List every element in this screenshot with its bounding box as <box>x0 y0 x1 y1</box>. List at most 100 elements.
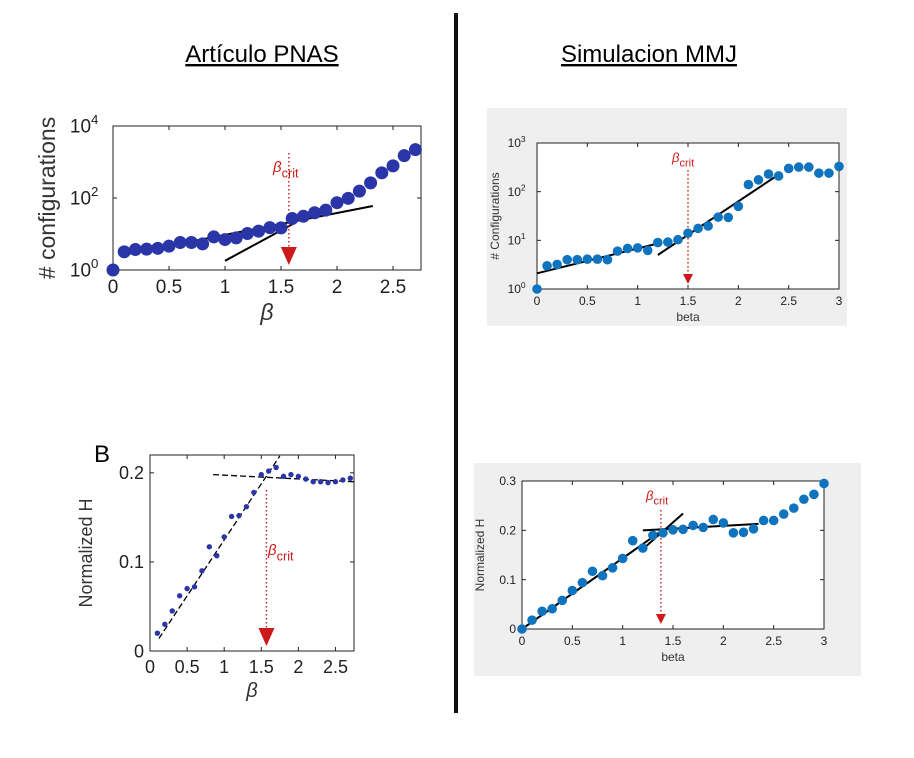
mmj-configs-point <box>552 259 562 270</box>
mmj-entropy-y-tick-label: 0.3 <box>499 474 516 488</box>
pnas-configs-point <box>408 143 422 157</box>
mmj-entropy-chart: 0 0.5 1 1.5 2 2.5 3 0 0.1 0.2 0.3 beta Normalized H β… <box>473 474 829 664</box>
mmj-entropy-point <box>617 553 628 564</box>
pnas-configs-point <box>117 245 131 259</box>
pnas-configs-x-tick-label: 2 <box>332 277 343 298</box>
mmj-configs-point <box>814 168 824 178</box>
mmj-entropy-point <box>527 615 537 625</box>
heading-right: Simulacion MMJ <box>561 41 737 68</box>
pnas-configs-x-tick-label: 2.5 <box>380 277 406 298</box>
pnas-entropy-point <box>221 534 227 540</box>
pnas-entropy-plot-area <box>149 454 355 652</box>
pnas-entropy-y-axis-label: Normalized H <box>76 498 96 607</box>
pnas-configs-x-axis-label: β <box>259 299 273 325</box>
pnas-entropy-x-tick-label: 0.5 <box>175 657 200 677</box>
pnas-entropy-point <box>332 479 339 485</box>
pnas-configs-point <box>330 196 344 210</box>
mmj-configs-chart: 0 0.5 1 1.5 2 2.5 3 100 101 102 103 beta # Configura… <box>488 134 844 324</box>
pnas-configs-point <box>352 184 366 198</box>
pnas-entropy-fit-line-1 <box>158 455 281 639</box>
mmj-entropy-point <box>789 503 799 513</box>
pnas-configs-point <box>319 203 333 217</box>
pnas-configs-x-tick-label: 1.5 <box>268 277 294 298</box>
mmj-configs-point <box>572 254 583 265</box>
pnas-entropy-point <box>273 464 279 471</box>
pnas-configs-crit-arrow-head <box>280 247 297 265</box>
pnas-configs-x-tick-label: 1 <box>220 277 231 298</box>
mmj-configs-point <box>783 163 794 174</box>
mmj-entropy-point <box>587 566 598 577</box>
mmj-entropy-y-axis-label: Normalized H <box>473 519 487 592</box>
mmj-entropy-point <box>748 524 759 534</box>
mmj-entropy-point <box>577 577 588 588</box>
mmj-configs-point <box>542 260 552 271</box>
pnas-configs-point <box>375 166 389 180</box>
pnas-entropy-point <box>199 568 205 574</box>
mmj-entropy-point <box>517 624 527 634</box>
pnas-configs-point <box>263 221 277 235</box>
mmj-entropy-point <box>708 514 719 525</box>
pnas-entropy-point <box>243 503 250 510</box>
mmj-configs-point <box>793 162 804 172</box>
mmj-configs-x-tick-label: 1 <box>634 294 641 308</box>
pnas-entropy-crit-label: βcrit <box>267 542 294 563</box>
pnas-configs-point <box>140 242 154 256</box>
pnas-entropy-point <box>325 479 331 486</box>
panel-letter: B <box>94 441 110 468</box>
pnas-configs-y-tick-label: 100 <box>70 256 99 282</box>
pnas-entropy-crit-arrow-head <box>258 628 275 646</box>
mmj-configs-point <box>753 175 764 185</box>
pnas-configs-point <box>308 206 322 220</box>
pnas-entropy-fit-line-2 <box>213 473 355 483</box>
mmj-entropy-point <box>567 585 578 596</box>
mmj-entropy-point <box>819 478 829 489</box>
mmj-entropy-point <box>778 509 789 519</box>
mmj-entropy-point <box>718 518 729 528</box>
pnas-entropy-x-tick-label: 2 <box>293 657 303 677</box>
mmj-configs-point <box>713 212 723 222</box>
mmj-configs-point <box>602 254 613 265</box>
pnas-configs-point <box>386 159 400 173</box>
mmj-entropy-point <box>698 522 708 533</box>
mmj-entropy-plot-area <box>521 480 825 630</box>
mmj-configs-point <box>693 223 703 234</box>
mmj-configs-point <box>632 243 643 253</box>
pnas-configs-point <box>218 233 232 247</box>
mmj-entropy-y-tick-label: 0 <box>509 622 516 636</box>
mmj-entropy-point <box>638 543 648 553</box>
mmj-configs-crit-label: βcrit <box>671 150 694 170</box>
pnas-entropy-chart: 0 0.5 1 1.5 2 2.5 0 0.1 0.2 β Normalized H βcrit <box>76 454 355 702</box>
pnas-configs-point <box>162 239 176 253</box>
mmj-configs-crit-arrow-head <box>683 274 693 284</box>
pnas-configs-point <box>341 191 355 205</box>
pnas-entropy-x-tick-label: 1.5 <box>249 657 274 677</box>
pnas-entropy-x-tick-label: 2.5 <box>323 657 348 677</box>
mmj-configs-point <box>642 245 653 256</box>
mmj-configs-y-tick-label: 101 <box>508 231 526 247</box>
mmj-entropy-crit-label: βcrit <box>645 488 668 508</box>
mmj-configs-point <box>673 234 683 245</box>
mmj-entropy-x-tick-label: 0.5 <box>564 634 581 648</box>
pnas-entropy-x-tick-label: 1 <box>219 657 229 677</box>
pnas-entropy-point <box>317 479 324 485</box>
mmj-configs-point <box>562 254 572 265</box>
mmj-configs-point <box>612 246 623 256</box>
pnas-entropy-y-tick-label: 0 <box>134 641 144 661</box>
mmj-configs-y-axis-label: # Configurations <box>488 172 502 259</box>
pnas-entropy-point <box>214 552 220 559</box>
pnas-configs-point <box>151 241 165 255</box>
mmj-configs-y-tick-label: 100 <box>508 280 526 296</box>
mmj-entropy-x-tick-label: 3 <box>821 634 828 648</box>
mmj-configs-point <box>763 169 774 179</box>
pnas-configs-point <box>128 243 142 257</box>
mmj-configs-y-tick-label: 103 <box>508 134 526 150</box>
mmj-configs-point <box>683 228 693 239</box>
mmj-entropy-y-tick-label: 0.1 <box>499 573 516 587</box>
pnas-entropy-point <box>295 473 302 480</box>
mmj-configs-point <box>653 237 663 248</box>
pnas-entropy-point <box>191 584 198 590</box>
mmj-configs-y-tick-label: 102 <box>508 182 526 198</box>
pnas-configs-x-tick-label: 0 <box>108 277 119 298</box>
pnas-entropy-point <box>288 471 294 478</box>
